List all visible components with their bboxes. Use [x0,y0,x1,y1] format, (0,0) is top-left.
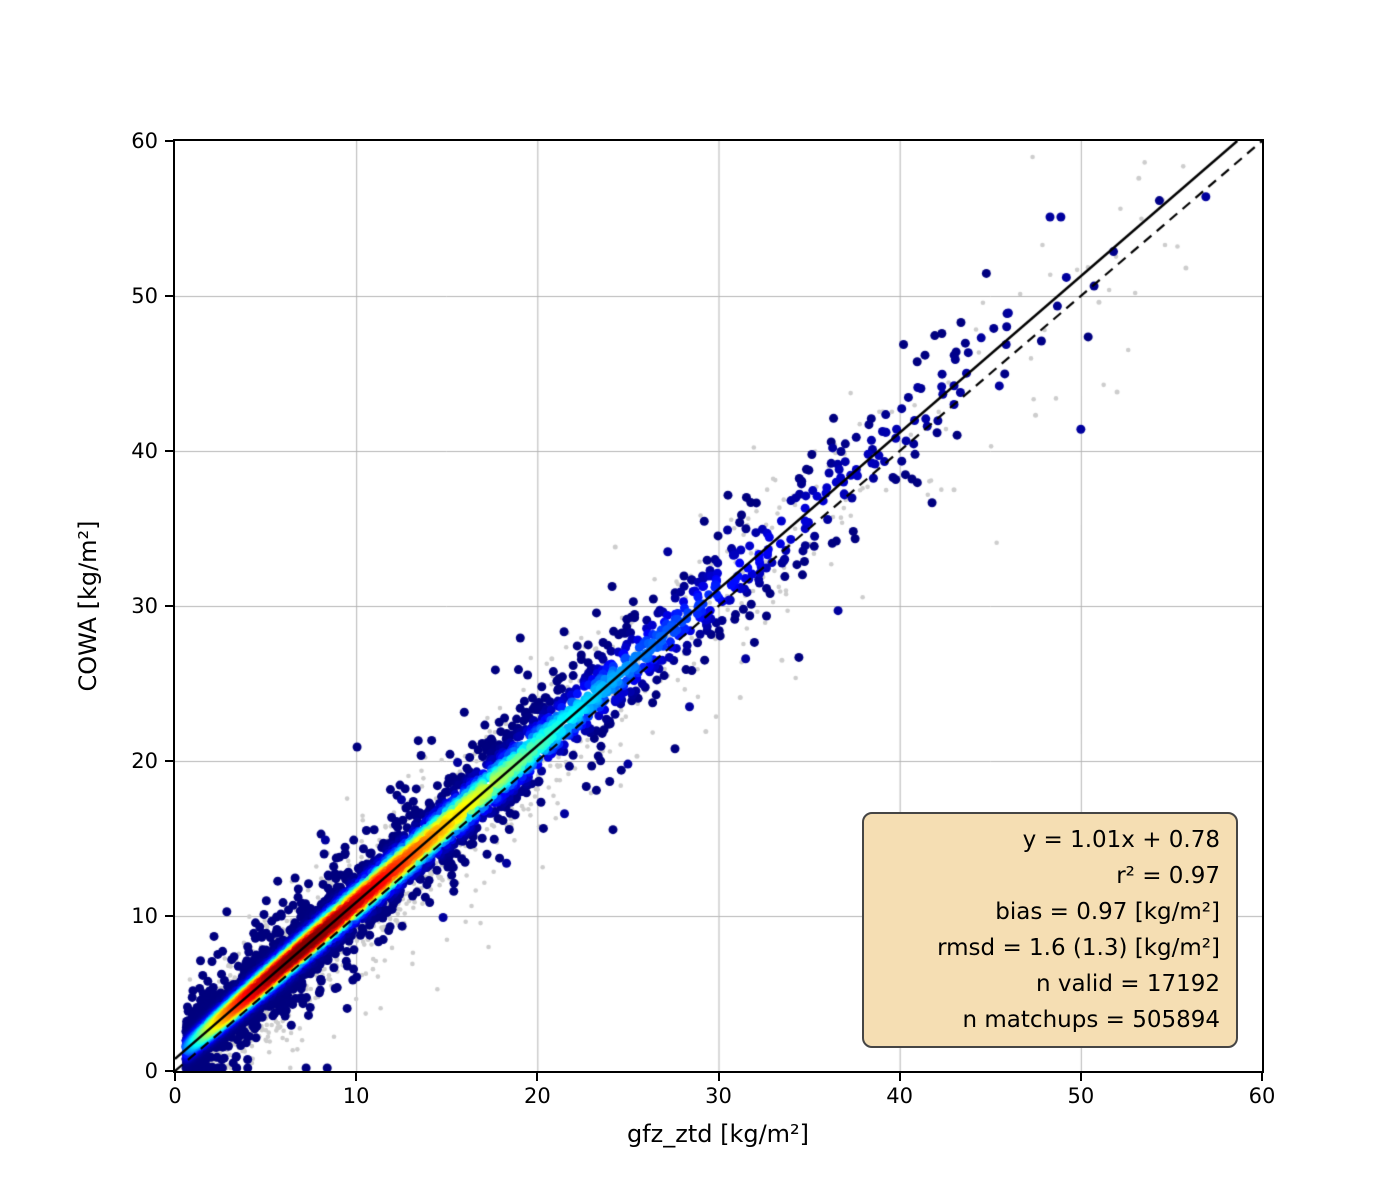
y-tick-label: 30 [131,594,158,618]
stat-line-bias: bias = 0.97 [kg/m²] [995,899,1220,925]
y-tick-mark [165,605,173,607]
y-tick-mark [165,140,173,142]
stat-line-equation: y = 1.01x + 0.78 [1022,827,1220,853]
stat-line-rmsd: rmsd = 1.6 (1.3) [kg/m²] [937,935,1220,961]
stat-line-r2: r² = 0.97 [1116,863,1220,889]
x-tick-mark [174,1073,176,1081]
x-tick-label: 40 [886,1084,914,1108]
x-tick-label: 60 [1248,1084,1276,1108]
y-tick-label: 20 [131,749,158,773]
x-tick-label: 30 [705,1084,732,1108]
y-tick-label: 10 [131,904,158,928]
stat-line-n-valid: n valid = 17192 [1035,971,1220,997]
y-tick-mark [165,915,173,917]
y-tick-mark [165,295,173,297]
x-tick-mark [355,1073,358,1081]
plot-area [173,139,1264,1073]
x-tick-mark [536,1073,539,1081]
x-tick-mark [717,1073,720,1081]
y-tick-mark [165,760,173,762]
x-tick-label: 20 [523,1084,551,1108]
x-tick-label: 10 [342,1084,370,1108]
stat-line-n-matchups: n matchups = 505894 [962,1007,1220,1033]
y-tick-label: 0 [144,1059,158,1083]
y-tick-mark [165,450,173,452]
stats-box: y = 1.01x + 0.78 r² = 0.97 bias = 0.97 [… [862,812,1238,1048]
y-tick-mark [165,1070,173,1072]
x-tick-mark [898,1073,901,1081]
x-tick-label: 50 [1067,1084,1095,1108]
x-tick-mark [1261,1073,1263,1081]
y-tick-label: 60 [131,129,158,153]
y-tick-label: 40 [131,439,158,463]
x-axis-label: gfz_ztd [kg/m²] [626,1120,810,1148]
x-tick-mark [1079,1073,1082,1081]
x-tick-label: 0 [168,1084,182,1108]
y-tick-label: 50 [131,284,158,308]
